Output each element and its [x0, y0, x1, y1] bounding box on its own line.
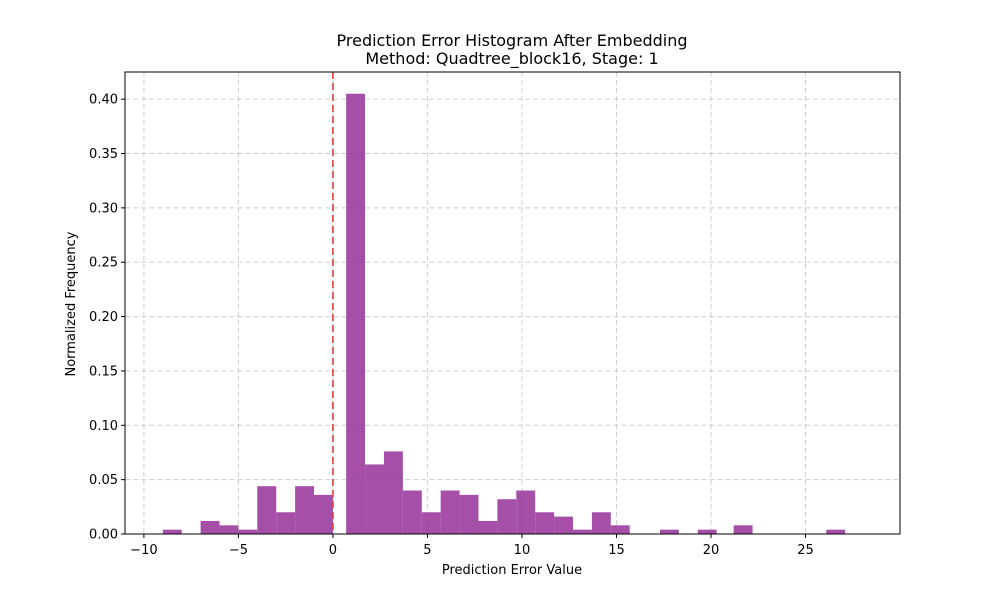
x-tick-label: −10: [130, 543, 157, 558]
histogram-bar: [219, 525, 239, 534]
histogram-bar: [257, 486, 277, 534]
x-tick-label: 15: [608, 543, 625, 558]
x-tick-label: 0: [329, 543, 337, 558]
histogram-bar: [610, 525, 630, 534]
histogram-bar: [421, 512, 441, 534]
y-tick-label: 0.35: [89, 147, 118, 162]
histogram-bar: [162, 529, 182, 534]
x-tick-label: 5: [423, 543, 431, 558]
y-tick-label: 0.10: [89, 419, 118, 434]
x-tick-label: 25: [797, 543, 814, 558]
y-tick-label: 0.30: [89, 201, 118, 216]
chart-title-line-1: Prediction Error Histogram After Embeddi…: [337, 31, 688, 50]
histogram-bar: [497, 499, 517, 534]
histogram-bar: [733, 525, 753, 534]
x-axis-label: Prediction Error Value: [442, 563, 582, 578]
x-tick-label: 10: [514, 543, 531, 558]
y-tick-label: 0.40: [89, 93, 118, 108]
y-tick-label: 0.25: [89, 256, 118, 271]
histogram-bar: [402, 490, 422, 534]
histogram-bar: [554, 516, 573, 534]
histogram-bar: [295, 486, 315, 534]
y-tick-label: 0.05: [89, 473, 118, 488]
x-tick-label: −5: [229, 543, 248, 558]
histogram-bar: [314, 494, 333, 534]
histogram-bar: [591, 512, 611, 534]
histogram-bar: [697, 529, 717, 534]
y-axis-ticks: 0.00 0.05 0.10 0.15 0.20 0.25 0.30 0.35 0.40: [89, 93, 125, 543]
histogram-bar: [826, 529, 846, 534]
histogram-bar: [459, 494, 479, 534]
histogram-bar: [365, 464, 384, 534]
histogram-bar: [659, 529, 679, 534]
histogram-bar: [238, 529, 258, 534]
x-axis-ticks: −10 −5 0 5 10 15 20 25: [130, 534, 814, 558]
histogram-bar: [478, 520, 498, 534]
histogram-bar: [535, 512, 555, 534]
chart-title-line-2: Method: Quadtree_block16, Stage: 1: [365, 49, 658, 69]
histogram-bars: [162, 93, 846, 534]
y-tick-label: 0.15: [89, 364, 118, 379]
histogram-bar: [276, 512, 296, 534]
histogram-bar: [516, 490, 536, 534]
histogram-bar: [346, 93, 366, 534]
y-tick-label: 0.00: [89, 528, 118, 543]
histogram-bar: [383, 451, 403, 534]
grid-lines: [125, 72, 900, 535]
y-tick-label: 0.20: [89, 310, 118, 325]
plot-area-frame: [124, 71, 901, 535]
y-axis-label: Normalized Frequency: [64, 231, 79, 376]
histogram-bar: [440, 490, 460, 534]
x-tick-label: 20: [703, 543, 720, 558]
histogram-bar: [572, 529, 592, 534]
histogram-bar: [200, 520, 220, 534]
